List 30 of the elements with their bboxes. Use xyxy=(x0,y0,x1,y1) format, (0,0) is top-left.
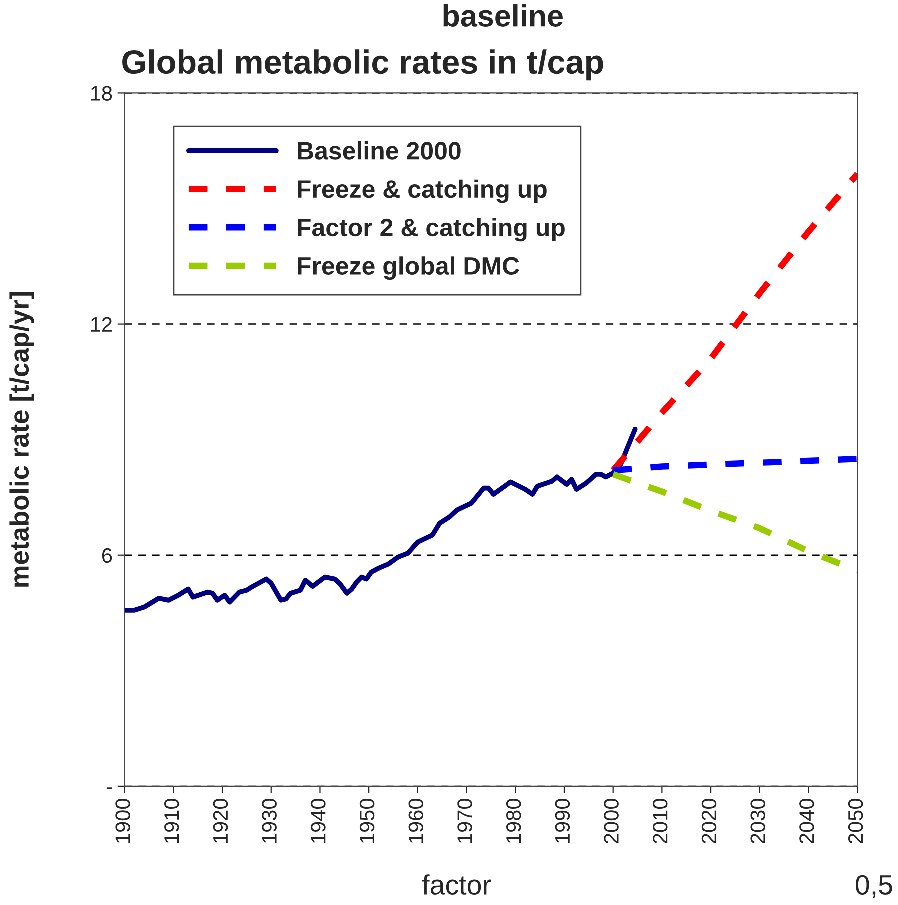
x-tick-label: 2030 xyxy=(750,799,766,844)
x-tick-label: 1960 xyxy=(408,799,424,844)
x-tick-label: 2020 xyxy=(702,799,717,844)
legend-label: Baseline 2000 xyxy=(298,142,461,160)
x-tick-label: 1940 xyxy=(311,799,326,844)
y-tick-label: 6 xyxy=(102,548,112,564)
y-tick-label: - xyxy=(107,788,112,790)
line-series xyxy=(124,427,638,613)
y-tick-label: 18 xyxy=(91,86,112,101)
text: 0,5 xyxy=(856,875,892,898)
x-tick-label: 2040 xyxy=(800,799,814,844)
x-tick-label: 1970 xyxy=(458,799,472,844)
legend-label: Freeze global DMC xyxy=(298,256,520,280)
legend-label: Factor 2 & catching up xyxy=(298,218,565,242)
x-tick-label: 1980 xyxy=(506,799,522,844)
x-tick-label: 1900 xyxy=(116,799,130,844)
x-tick-label: 1930 xyxy=(262,799,277,844)
text: baseline xyxy=(444,4,563,27)
y-axis-title: metabolic rate [t/cap/yr] xyxy=(10,292,34,587)
x-tick-label: 2000 xyxy=(604,799,619,844)
x-tick-label: 1950 xyxy=(360,799,375,844)
x-tick-label: 1920 xyxy=(213,799,228,844)
x-tick-label: 1910 xyxy=(164,799,180,844)
y-tick-label: 12 xyxy=(91,317,112,332)
text: factor xyxy=(422,874,492,895)
legend-label: Freeze & catching up xyxy=(298,180,547,204)
chart-title: Global metabolic rates in t/cap xyxy=(122,50,604,81)
x-tick-label: 1990 xyxy=(555,799,570,844)
x-tick-label: 2010 xyxy=(653,799,668,844)
x-tick-label: 2050 xyxy=(848,799,864,844)
